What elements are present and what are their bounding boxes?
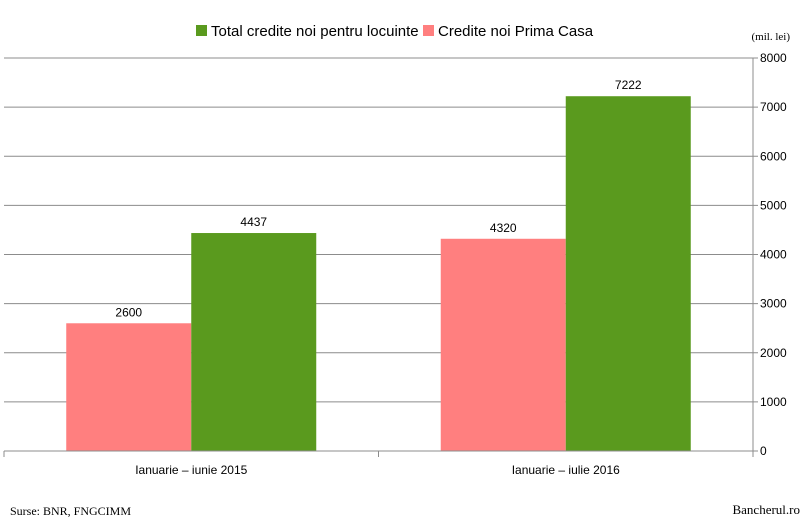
data-labels: 2600 4437 4320 7222 <box>115 78 642 319</box>
y-tick-label: 1000 <box>760 395 787 409</box>
legend-label: Total credite noi pentru locuinte <box>211 23 419 40</box>
y-tick-label: 4000 <box>760 248 787 262</box>
y-axis-unit-label: (mil. lei) <box>752 31 791 43</box>
x-tick-label: Ianuarie – iunie 2015 <box>135 463 247 477</box>
legend-swatch <box>196 25 207 36</box>
bar <box>66 323 192 451</box>
y-tick-label: 6000 <box>760 149 787 163</box>
brand-label: Bancherul.ro <box>732 502 800 517</box>
x-tick-labels: Ianuarie – iunie 2015 Ianuarie – iulie 20… <box>135 463 620 477</box>
bars <box>66 96 691 452</box>
y-tick-labels: 0 1000 2000 3000 4000 5000 6000 7000 8000 <box>760 51 787 458</box>
bar-data-label: 4320 <box>490 221 517 235</box>
y-tick-label: 5000 <box>760 198 787 212</box>
legend: Total credite noi pentru locuinte Credite… <box>196 23 594 40</box>
legend-swatch <box>423 25 434 36</box>
y-tick-label: 8000 <box>760 51 787 65</box>
bar-data-label: 2600 <box>115 305 142 319</box>
bar-data-label: 7222 <box>615 78 642 92</box>
y-tick-label: 2000 <box>760 346 787 360</box>
bar <box>440 238 566 451</box>
x-tick-label: Ianuarie – iulie 2016 <box>512 463 620 477</box>
legend-label: Credite noi Prima Casa <box>438 23 594 40</box>
y-tick-label: 3000 <box>760 297 787 311</box>
axes <box>3 58 758 457</box>
y-tick-label: 7000 <box>760 100 787 114</box>
source-note: Surse: BNR, FNGCIMM <box>10 504 132 518</box>
bar <box>565 96 691 452</box>
y-tick-label: 0 <box>760 444 767 458</box>
bar <box>191 233 317 451</box>
bar-data-label: 4437 <box>240 215 267 229</box>
